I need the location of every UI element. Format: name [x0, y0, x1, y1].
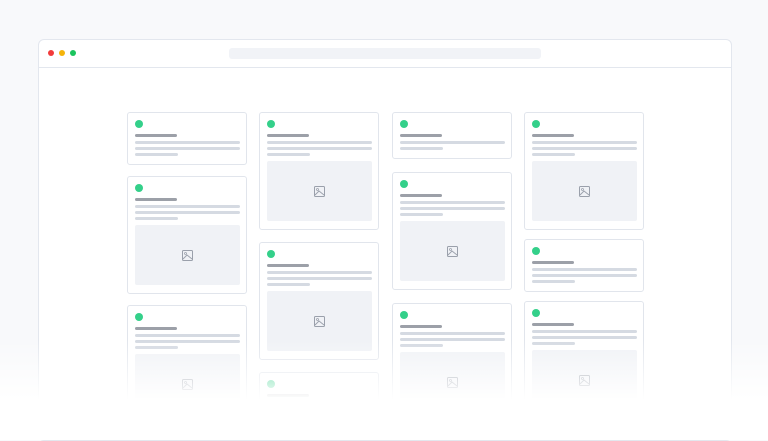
- placeholder-card[interactable]: [392, 303, 512, 421]
- text-line-placeholder: [135, 334, 240, 337]
- image-icon: [579, 374, 590, 386]
- status-dot: [532, 309, 540, 317]
- text-line-placeholder: [267, 413, 310, 416]
- image-placeholder: [532, 161, 637, 221]
- title-placeholder: [135, 134, 177, 137]
- text-line-placeholder: [267, 153, 310, 156]
- title-placeholder: [135, 198, 177, 201]
- status-dot: [532, 247, 540, 255]
- text-line-placeholder: [532, 336, 637, 339]
- placeholder-card[interactable]: [259, 242, 379, 360]
- title-placeholder: [400, 194, 442, 197]
- image-placeholder: [267, 161, 372, 221]
- placeholder-card[interactable]: [524, 239, 644, 292]
- text-line-placeholder: [135, 217, 178, 220]
- placeholder-card[interactable]: [127, 112, 247, 165]
- text-line-placeholder: [135, 340, 240, 343]
- text-line-placeholder: [400, 213, 443, 216]
- text-line-placeholder: [532, 147, 637, 150]
- placeholder-card[interactable]: [259, 112, 379, 230]
- text-line-placeholder: [532, 268, 637, 271]
- image-placeholder: [267, 291, 372, 351]
- image-placeholder: [532, 350, 637, 410]
- image-placeholder: [400, 221, 505, 281]
- text-line-placeholder: [400, 332, 505, 335]
- text-line-placeholder: [267, 271, 372, 274]
- close-window-button[interactable]: [48, 50, 54, 56]
- image-icon: [314, 315, 325, 327]
- text-line-placeholder: [135, 211, 240, 214]
- image-icon: [447, 245, 458, 257]
- status-dot: [135, 184, 143, 192]
- text-line-placeholder: [532, 274, 637, 277]
- text-line-placeholder: [400, 207, 505, 210]
- text-line-placeholder: [532, 153, 575, 156]
- image-placeholder: [400, 352, 505, 412]
- status-dot: [400, 180, 408, 188]
- title-placeholder: [532, 134, 574, 137]
- text-line-placeholder: [267, 141, 372, 144]
- text-line-placeholder: [135, 147, 240, 150]
- text-line-placeholder: [267, 283, 310, 286]
- placeholder-card[interactable]: [524, 301, 644, 419]
- placeholder-card[interactable]: [127, 176, 247, 294]
- placeholder-card[interactable]: [392, 172, 512, 290]
- text-line-placeholder: [267, 277, 372, 280]
- title-placeholder: [267, 264, 309, 267]
- status-dot: [267, 380, 275, 388]
- text-line-placeholder: [532, 330, 637, 333]
- status-dot: [400, 311, 408, 319]
- title-placeholder: [532, 261, 574, 264]
- image-icon: [314, 185, 325, 197]
- text-line-placeholder: [267, 401, 372, 404]
- text-line-placeholder: [135, 346, 178, 349]
- image-placeholder: [135, 354, 240, 414]
- address-bar[interactable]: [229, 48, 541, 59]
- text-line-placeholder: [267, 147, 372, 150]
- text-line-placeholder: [532, 280, 575, 283]
- title-placeholder: [267, 394, 309, 397]
- image-icon: [447, 376, 458, 388]
- text-line-placeholder: [400, 344, 443, 347]
- image-placeholder: [135, 225, 240, 285]
- status-dot: [267, 120, 275, 128]
- status-dot: [400, 120, 408, 128]
- title-placeholder: [135, 327, 177, 330]
- status-dot: [135, 313, 143, 321]
- title-placeholder: [400, 134, 442, 137]
- placeholder-card[interactable]: [392, 112, 512, 159]
- text-line-placeholder: [135, 153, 178, 156]
- minimize-window-button[interactable]: [59, 50, 65, 56]
- text-line-placeholder: [532, 342, 575, 345]
- text-line-placeholder: [400, 141, 505, 144]
- title-placeholder: [532, 323, 574, 326]
- image-icon: [182, 249, 193, 261]
- text-line-placeholder: [267, 407, 372, 410]
- placeholder-card[interactable]: [259, 372, 379, 425]
- text-line-placeholder: [400, 338, 505, 341]
- placeholder-card[interactable]: [524, 112, 644, 230]
- title-bar: [39, 40, 731, 68]
- text-line-placeholder: [532, 141, 637, 144]
- placeholder-card[interactable]: [127, 305, 247, 423]
- status-dot: [135, 120, 143, 128]
- text-line-placeholder: [400, 201, 505, 204]
- maximize-window-button[interactable]: [70, 50, 76, 56]
- browser-window: [38, 39, 732, 441]
- image-icon: [182, 378, 193, 390]
- text-line-placeholder: [135, 141, 240, 144]
- status-dot: [532, 120, 540, 128]
- status-dot: [267, 250, 275, 258]
- image-icon: [579, 185, 590, 197]
- text-line-placeholder: [400, 147, 443, 150]
- title-placeholder: [267, 134, 309, 137]
- title-placeholder: [400, 325, 442, 328]
- text-line-placeholder: [135, 205, 240, 208]
